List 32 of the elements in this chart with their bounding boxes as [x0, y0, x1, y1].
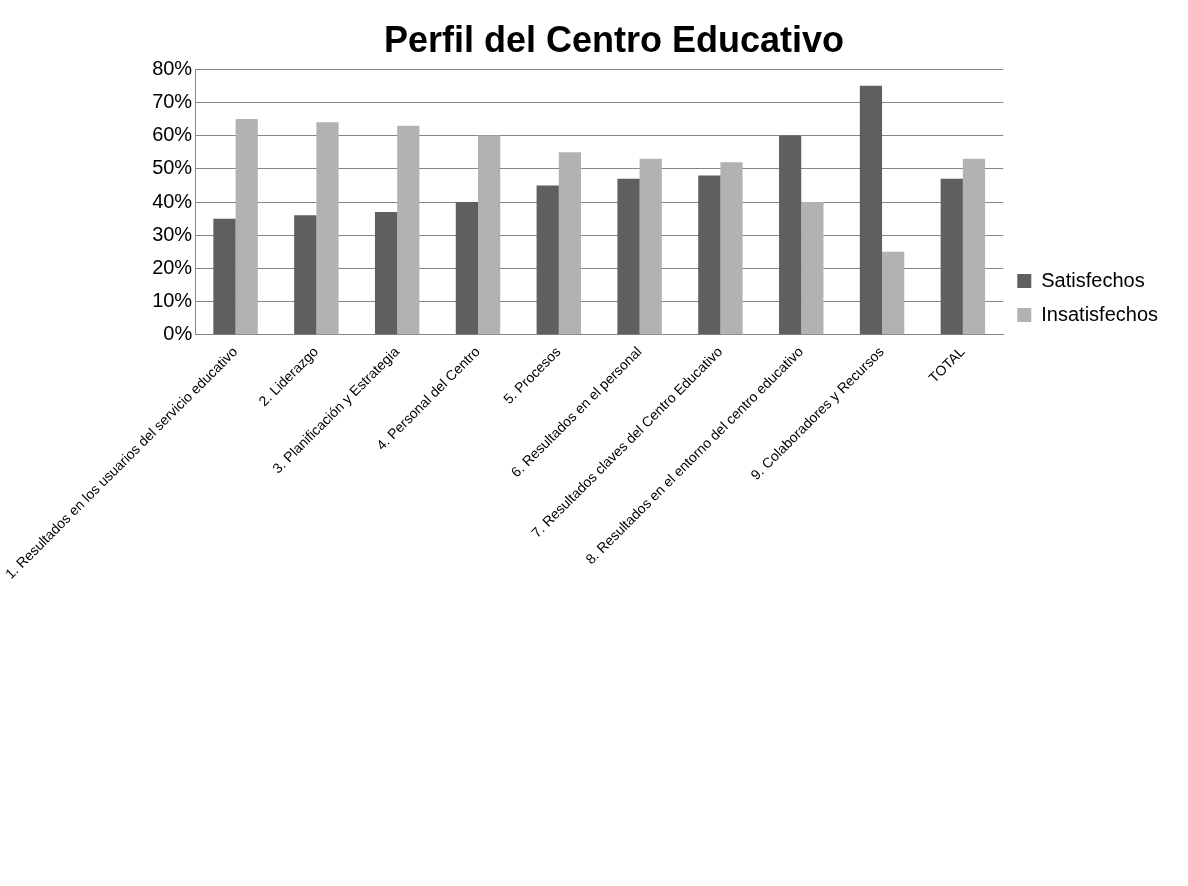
y-tick-label: 40%: [152, 189, 193, 212]
bar: [455, 202, 478, 335]
bar: [235, 119, 258, 335]
bar: [397, 125, 420, 335]
bar: [316, 122, 339, 335]
bar: [213, 218, 236, 335]
bar: [558, 152, 582, 335]
legend-label: Satisfechos: [1041, 268, 1145, 291]
y-tick-label: 0%: [163, 322, 193, 345]
y-tick-label: 60%: [152, 123, 193, 146]
y-tick-label: 10%: [152, 289, 193, 312]
bar: [859, 85, 883, 335]
bar: [882, 251, 905, 335]
bar: [698, 175, 721, 335]
chart-title: Perfil del Centro Educativo: [383, 18, 845, 60]
bar: [801, 202, 824, 335]
bar: [720, 162, 743, 335]
y-tick-label: 50%: [152, 156, 193, 179]
bar: [294, 215, 317, 335]
y-tick-label: 20%: [152, 255, 193, 278]
bar: [478, 135, 501, 335]
bar: [536, 185, 559, 335]
bar: [779, 135, 802, 335]
legend-label: Insatisfechos: [1041, 302, 1159, 325]
bar: [940, 178, 963, 335]
bar: [639, 158, 662, 335]
bar: [617, 178, 640, 335]
y-tick-label: 30%: [152, 222, 193, 245]
y-tick-label: 70%: [152, 89, 193, 112]
bar: [962, 158, 986, 335]
bar: [374, 211, 398, 335]
y-tick-label: 80%: [152, 56, 193, 79]
